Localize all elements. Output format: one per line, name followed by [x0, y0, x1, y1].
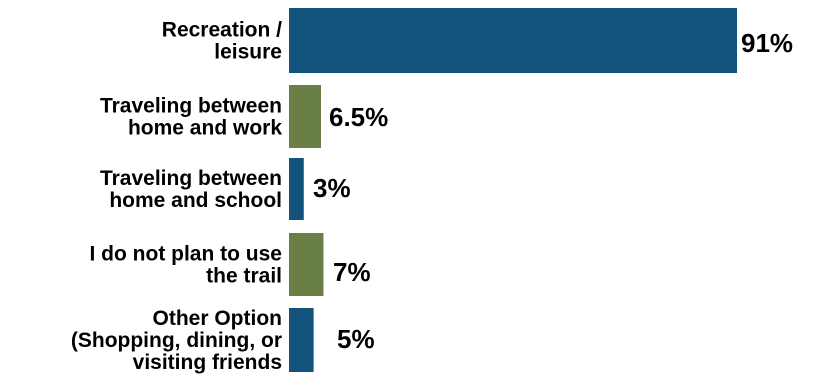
category-label: I do not plan to use the trail	[90, 243, 283, 288]
value-label: 7%	[333, 257, 371, 287]
category-label: Traveling between home and work	[100, 95, 282, 140]
bar	[289, 85, 321, 148]
category-label: Other Option (Shopping, dining, or visitin…	[71, 307, 282, 374]
category-label: Recreation / leisure	[162, 19, 282, 64]
value-label: 3%	[313, 173, 351, 203]
value-label: 6.5%	[329, 102, 388, 132]
bar	[289, 8, 737, 73]
value-label: 91%	[741, 28, 793, 58]
bar	[289, 308, 314, 372]
bar	[289, 158, 304, 220]
value-label: 5%	[337, 324, 375, 354]
bar	[289, 233, 324, 296]
category-label: Traveling between home and school	[100, 167, 282, 212]
